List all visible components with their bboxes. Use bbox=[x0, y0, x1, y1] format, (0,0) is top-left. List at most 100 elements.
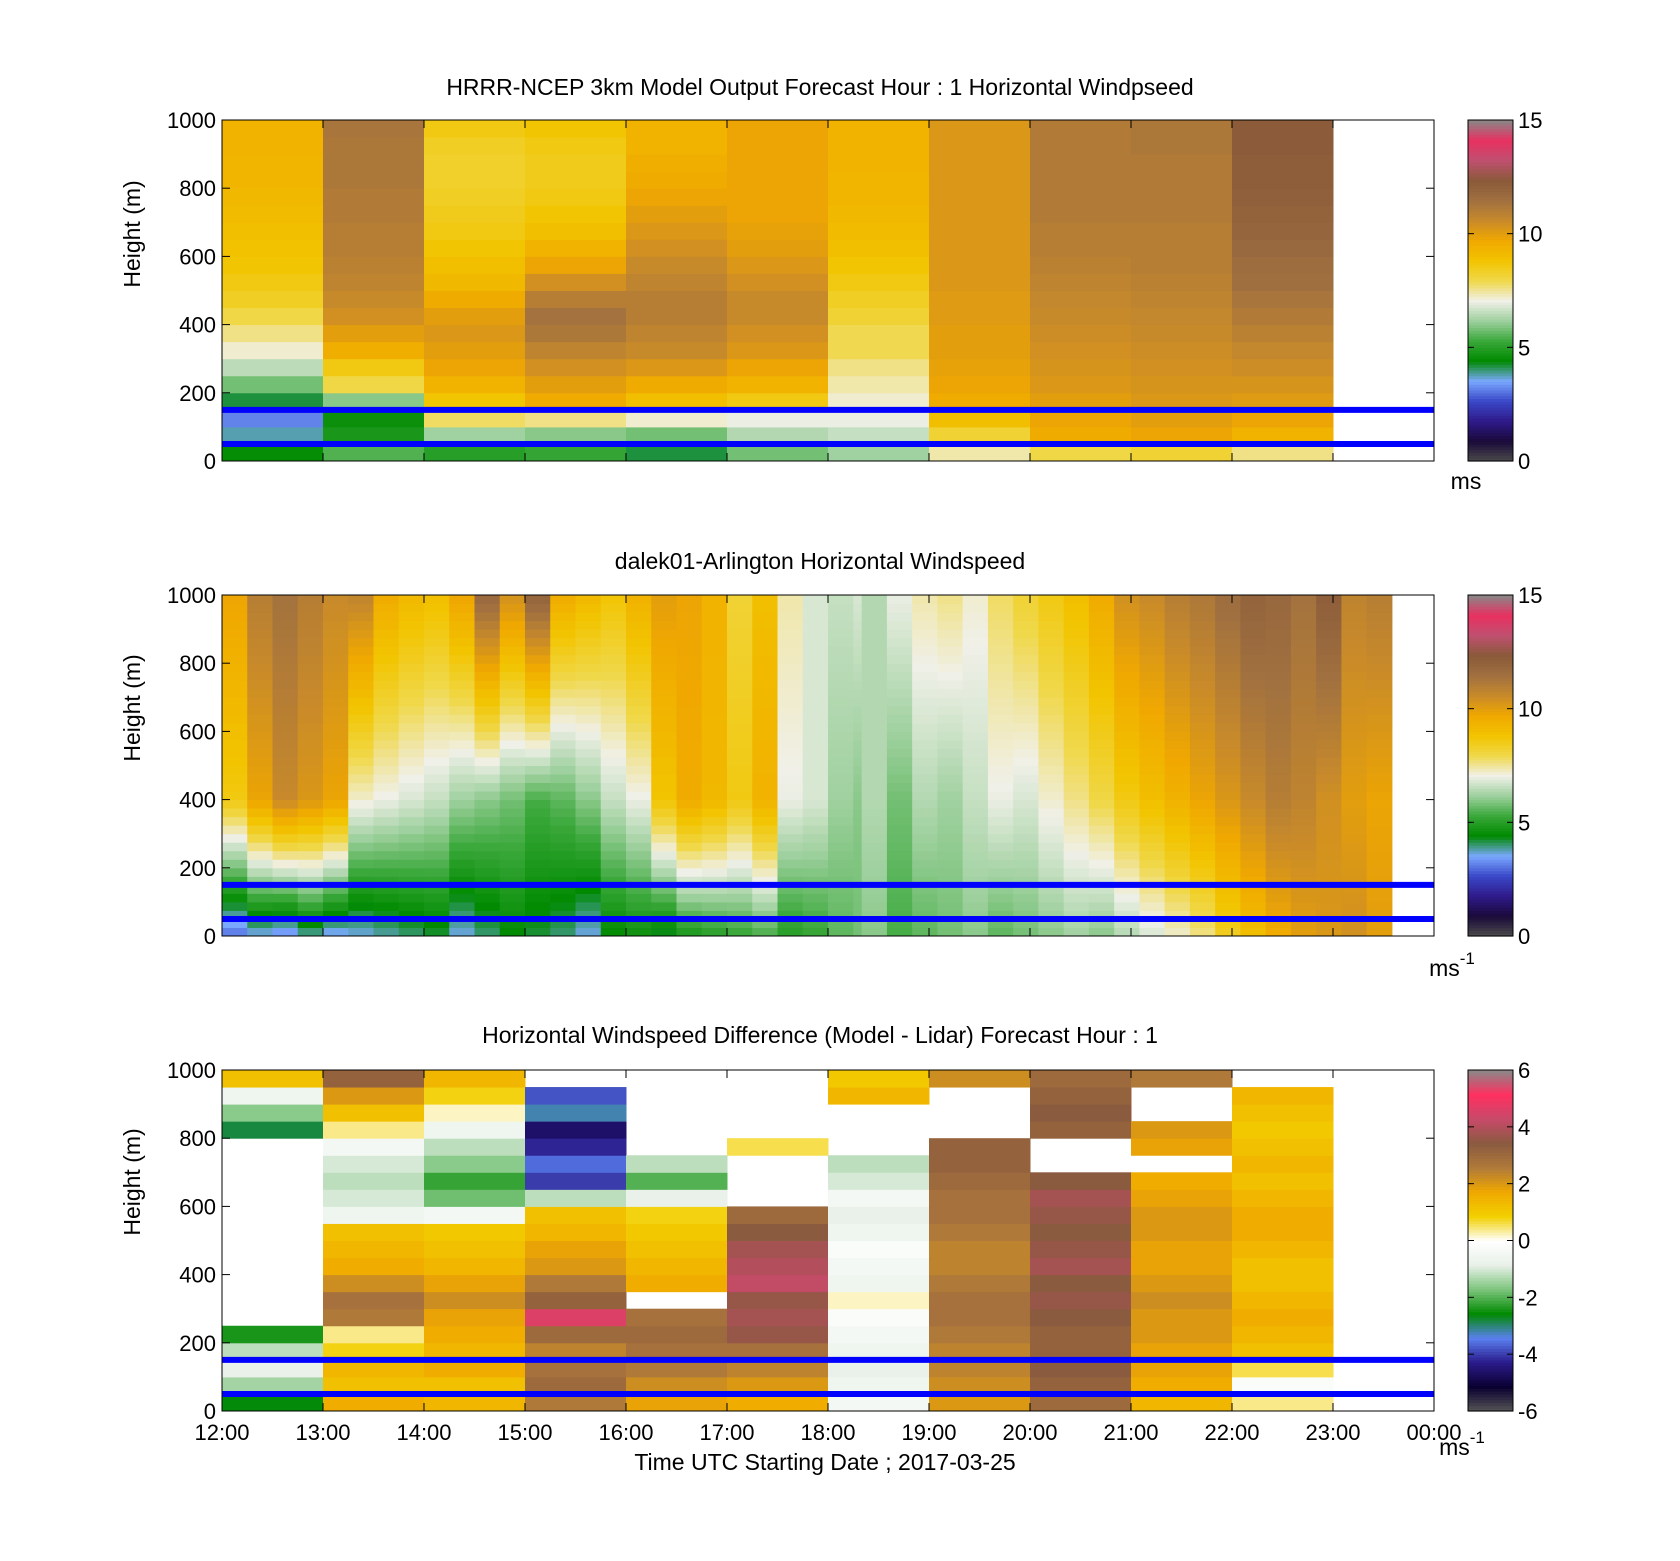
profile-cell bbox=[1164, 705, 1191, 715]
heat-cell bbox=[1131, 358, 1233, 377]
heat-cell bbox=[626, 1240, 728, 1259]
colorbar-segment bbox=[1468, 225, 1513, 229]
profile-cell bbox=[1013, 850, 1039, 860]
profile-cell bbox=[600, 595, 627, 605]
profile-cell bbox=[701, 808, 728, 818]
profile-cell bbox=[987, 612, 1014, 622]
model-panel: HRRR-NCEP 3km Model Output Forecast Hour… bbox=[119, 74, 1542, 494]
colorbar-segment bbox=[1468, 739, 1513, 744]
profile-cell bbox=[1341, 680, 1368, 690]
profile-cell bbox=[449, 629, 475, 639]
profile-cell bbox=[222, 833, 248, 843]
profile-cell bbox=[651, 595, 677, 605]
colorbar-segment bbox=[1468, 1251, 1513, 1256]
colorbar-segment bbox=[1468, 370, 1513, 374]
heat-cell bbox=[1030, 137, 1132, 155]
profile-cell bbox=[525, 612, 551, 622]
profile-cell bbox=[600, 774, 627, 784]
profile-cell bbox=[575, 850, 602, 860]
profile-cell bbox=[912, 663, 938, 673]
profile-cell bbox=[1316, 654, 1342, 664]
heat-cell bbox=[626, 205, 728, 223]
profile-cell bbox=[1366, 918, 1393, 928]
model-reference-lines bbox=[222, 406, 1434, 447]
profile-cell bbox=[701, 748, 728, 758]
colorbar-segment bbox=[1468, 441, 1513, 445]
profile-cell bbox=[861, 833, 888, 843]
heat-cell bbox=[1030, 358, 1132, 377]
profile-cell bbox=[222, 697, 248, 707]
profile-cell bbox=[1341, 901, 1368, 911]
profile-cell bbox=[398, 816, 425, 826]
profile-cell bbox=[424, 867, 450, 877]
profile-cell bbox=[937, 603, 964, 613]
colorbar-tick-label: -6 bbox=[1518, 1399, 1538, 1424]
profile-cell bbox=[499, 799, 526, 809]
heat-cell bbox=[929, 171, 1031, 189]
profile-cell bbox=[1088, 808, 1115, 818]
heat-cell bbox=[1232, 375, 1334, 394]
colorbar-segment bbox=[1468, 242, 1513, 246]
heat-cell bbox=[323, 1121, 425, 1139]
heat-cell bbox=[929, 1189, 1031, 1207]
profile-cell bbox=[1038, 637, 1065, 647]
profile-cell bbox=[373, 859, 400, 869]
heat-cell bbox=[727, 205, 829, 223]
heat-cell bbox=[1131, 1359, 1233, 1378]
x-tick-label: 14:00 bbox=[396, 1420, 451, 1445]
heat-cell bbox=[1131, 1206, 1233, 1224]
profile-cell bbox=[987, 731, 1014, 741]
profile-cell bbox=[912, 714, 938, 724]
colorbar-segment bbox=[1468, 316, 1513, 320]
profile-cell bbox=[1038, 756, 1065, 766]
colorbar-segment bbox=[1468, 375, 1513, 380]
profile-cell bbox=[626, 791, 652, 801]
colorbar-segment bbox=[1468, 702, 1513, 707]
profile-cell bbox=[373, 629, 400, 639]
heat-cell bbox=[1030, 1393, 1132, 1412]
profile-cell bbox=[626, 774, 652, 784]
profile-cell bbox=[525, 697, 551, 707]
profile-cell bbox=[912, 671, 938, 681]
profile-cell bbox=[525, 671, 551, 681]
profile-cell bbox=[912, 901, 938, 911]
profile-cell bbox=[297, 722, 324, 732]
profile-cell bbox=[297, 654, 324, 664]
colorbar-segment bbox=[1468, 847, 1513, 852]
profile-cell bbox=[853, 654, 863, 664]
heat-cell bbox=[929, 375, 1031, 394]
profile-cell bbox=[828, 705, 854, 715]
profile-cell bbox=[1139, 774, 1166, 784]
colorbar-segment bbox=[1468, 1257, 1513, 1261]
colorbar-segment bbox=[1468, 191, 1513, 195]
profile-cell bbox=[272, 782, 299, 792]
profile-cell bbox=[1114, 765, 1140, 775]
profile-cell bbox=[600, 603, 627, 613]
colorbar-segment bbox=[1468, 916, 1513, 920]
profile-cell bbox=[222, 756, 248, 766]
profile-cell bbox=[323, 748, 349, 758]
profile-cell bbox=[600, 705, 627, 715]
profile-cell bbox=[987, 774, 1014, 784]
profile-cell bbox=[600, 629, 627, 639]
profile-cell bbox=[449, 646, 475, 656]
heat-cell bbox=[525, 1189, 627, 1207]
heat-cell bbox=[1131, 1376, 1233, 1395]
profile-cell bbox=[1189, 910, 1216, 920]
x-tick-label: 13:00 bbox=[295, 1420, 350, 1445]
profile-cell bbox=[222, 603, 248, 613]
profile-cell bbox=[575, 876, 602, 886]
profile-cell bbox=[373, 850, 400, 860]
profile-cell bbox=[600, 731, 627, 741]
heat-cell bbox=[828, 409, 930, 428]
profile-cell bbox=[1366, 603, 1393, 613]
profile-cell bbox=[348, 918, 374, 928]
profile-cell bbox=[575, 739, 602, 749]
colorbar-segment bbox=[1468, 722, 1513, 727]
profile-cell bbox=[272, 910, 299, 920]
profile-cell bbox=[323, 893, 349, 903]
profile-cell bbox=[912, 859, 938, 869]
profile-cell bbox=[626, 697, 652, 707]
profile-cell bbox=[701, 671, 728, 681]
profile-cell bbox=[962, 663, 989, 673]
